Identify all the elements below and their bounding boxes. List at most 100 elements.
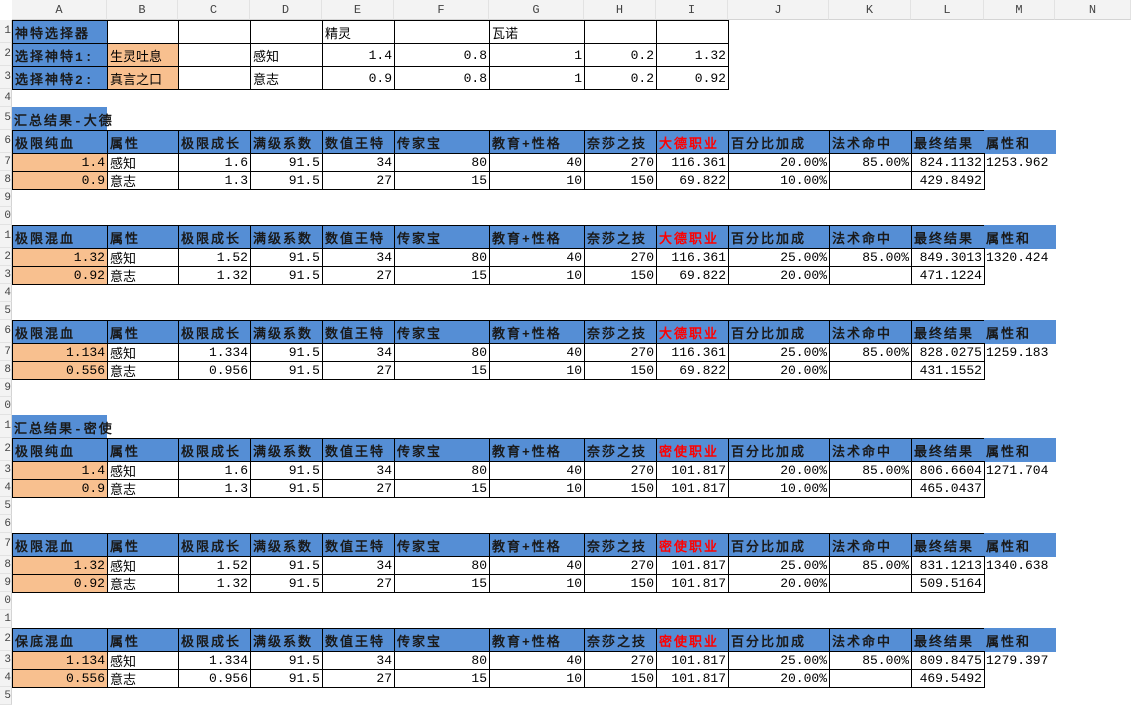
column-header-B[interactable]: B bbox=[107, 0, 178, 20]
column-header-I[interactable]: I bbox=[656, 0, 728, 20]
row-header[interactable]: 1 bbox=[0, 225, 12, 248]
cell[interactable] bbox=[178, 66, 251, 90]
table-header: 教育+性格 bbox=[489, 438, 585, 462]
row-header[interactable]: 6 bbox=[0, 320, 12, 343]
table-header: 满级系数 bbox=[250, 628, 323, 652]
row-header[interactable]: 5 bbox=[0, 107, 12, 130]
row-header[interactable]: 0 bbox=[0, 397, 12, 415]
row-header[interactable]: 4 bbox=[0, 284, 12, 302]
input-value[interactable]: 0.556 bbox=[12, 361, 108, 380]
column-header-A[interactable]: A bbox=[12, 0, 107, 20]
table-header: 奈莎之技 bbox=[584, 225, 657, 249]
table-header: 大德职业 bbox=[656, 225, 729, 249]
row-header[interactable]: 6 bbox=[0, 515, 12, 533]
table-header: 百分比加成 bbox=[728, 225, 830, 249]
table-header: 极限成长 bbox=[178, 628, 251, 652]
row-header[interactable]: 1 bbox=[0, 20, 12, 43]
column-header-D[interactable]: D bbox=[250, 0, 322, 20]
trait-value: 1.4 bbox=[322, 43, 395, 67]
row-header[interactable]: 3 bbox=[0, 461, 12, 479]
column-header-F[interactable]: F bbox=[394, 0, 489, 20]
row-header[interactable]: 8 bbox=[0, 171, 12, 189]
table-cell: 40 bbox=[489, 343, 585, 362]
row-header[interactable]: 9 bbox=[0, 379, 12, 397]
column-header-E[interactable]: E bbox=[322, 0, 394, 20]
row-header[interactable]: 0 bbox=[0, 207, 12, 225]
input-value[interactable]: 1.134 bbox=[12, 343, 108, 362]
cell[interactable] bbox=[178, 43, 251, 67]
table-cell: 1253.962 bbox=[986, 155, 1049, 170]
trait-value: 0.8 bbox=[394, 43, 490, 67]
table-cell: 270 bbox=[584, 248, 657, 267]
table-cell: 1320.424 bbox=[986, 250, 1049, 265]
table-cell: 感知 bbox=[107, 248, 179, 267]
row-header[interactable]: 3 bbox=[0, 266, 12, 284]
column-header-K[interactable]: K bbox=[829, 0, 911, 20]
row-header[interactable]: 3 bbox=[0, 66, 12, 89]
row-header[interactable]: 4 bbox=[0, 89, 12, 107]
table-cell: 1.32 bbox=[178, 266, 251, 285]
column-header-M[interactable]: M bbox=[984, 0, 1055, 20]
row-header[interactable]: 7 bbox=[0, 343, 12, 361]
table-cell: 40 bbox=[489, 556, 585, 575]
table-header: 教育+性格 bbox=[489, 628, 585, 652]
table-cell: 40 bbox=[489, 153, 585, 172]
column-header-N[interactable]: N bbox=[1055, 0, 1131, 20]
row-header[interactable]: 1 bbox=[0, 415, 12, 438]
row-header[interactable]: 5 bbox=[0, 302, 12, 320]
table-cell: 10 bbox=[489, 266, 585, 285]
table-header: 属性 bbox=[107, 628, 179, 652]
table-cell: 感知 bbox=[107, 153, 179, 172]
row-header[interactable]: 7 bbox=[0, 153, 12, 171]
table-header: 传家宝 bbox=[394, 320, 490, 344]
input-value[interactable]: 1.4 bbox=[12, 461, 108, 480]
row-header[interactable]: 6 bbox=[0, 130, 12, 153]
table-cell: 15 bbox=[394, 361, 490, 380]
row-header[interactable]: 2 bbox=[0, 248, 12, 266]
row-header[interactable]: 2 bbox=[0, 628, 12, 651]
column-header-H[interactable]: H bbox=[584, 0, 656, 20]
row-header[interactable]: 8 bbox=[0, 556, 12, 574]
row-header[interactable]: 5 bbox=[0, 497, 12, 515]
table-cell: 20.00% bbox=[728, 461, 830, 480]
selector-title: 神特选择器 bbox=[12, 20, 108, 44]
row-header[interactable]: 4 bbox=[0, 669, 12, 687]
row-header[interactable]: 4 bbox=[0, 479, 12, 497]
trait-select[interactable]: 生灵吐息 bbox=[107, 43, 179, 67]
table-cell: 15 bbox=[394, 669, 490, 688]
column-header-G[interactable]: G bbox=[489, 0, 584, 20]
race-label: 瓦诺 bbox=[489, 20, 585, 44]
row-header[interactable]: 7 bbox=[0, 533, 12, 556]
input-value[interactable]: 0.9 bbox=[12, 171, 108, 190]
input-value[interactable]: 0.9 bbox=[12, 479, 108, 498]
input-value[interactable]: 0.556 bbox=[12, 669, 108, 688]
row-header[interactable]: 9 bbox=[0, 574, 12, 592]
input-value[interactable]: 1.32 bbox=[12, 556, 108, 575]
column-header-C[interactable]: C bbox=[178, 0, 250, 20]
input-value[interactable]: 1.4 bbox=[12, 153, 108, 172]
input-value[interactable]: 0.92 bbox=[12, 574, 108, 593]
row-header[interactable]: 1 bbox=[0, 610, 12, 628]
row-header[interactable]: 8 bbox=[0, 361, 12, 379]
row-header[interactable]: 3 bbox=[0, 651, 12, 669]
row-header[interactable]: 0 bbox=[0, 592, 12, 610]
table-cell: 20.00% bbox=[728, 153, 830, 172]
table-header: 满级系数 bbox=[250, 533, 323, 557]
table-cell: 469.5492 bbox=[911, 669, 985, 688]
input-value[interactable]: 1.32 bbox=[12, 248, 108, 267]
row-header[interactable]: 5 bbox=[0, 687, 12, 705]
table-cell: 34 bbox=[322, 248, 395, 267]
table-cell: 意志 bbox=[107, 171, 179, 190]
table-header: 属性 bbox=[107, 438, 179, 462]
table-cell: 85.00% bbox=[829, 248, 912, 267]
table-cell: 感知 bbox=[107, 343, 179, 362]
table-header: 极限纯血 bbox=[12, 438, 108, 462]
input-value[interactable]: 1.134 bbox=[12, 651, 108, 670]
trait-select[interactable]: 真言之口 bbox=[107, 66, 179, 90]
column-header-L[interactable]: L bbox=[911, 0, 984, 20]
row-header[interactable]: 9 bbox=[0, 189, 12, 207]
input-value[interactable]: 0.92 bbox=[12, 266, 108, 285]
column-header-J[interactable]: J bbox=[728, 0, 829, 20]
row-header[interactable]: 2 bbox=[0, 438, 12, 461]
row-header[interactable]: 2 bbox=[0, 43, 12, 66]
